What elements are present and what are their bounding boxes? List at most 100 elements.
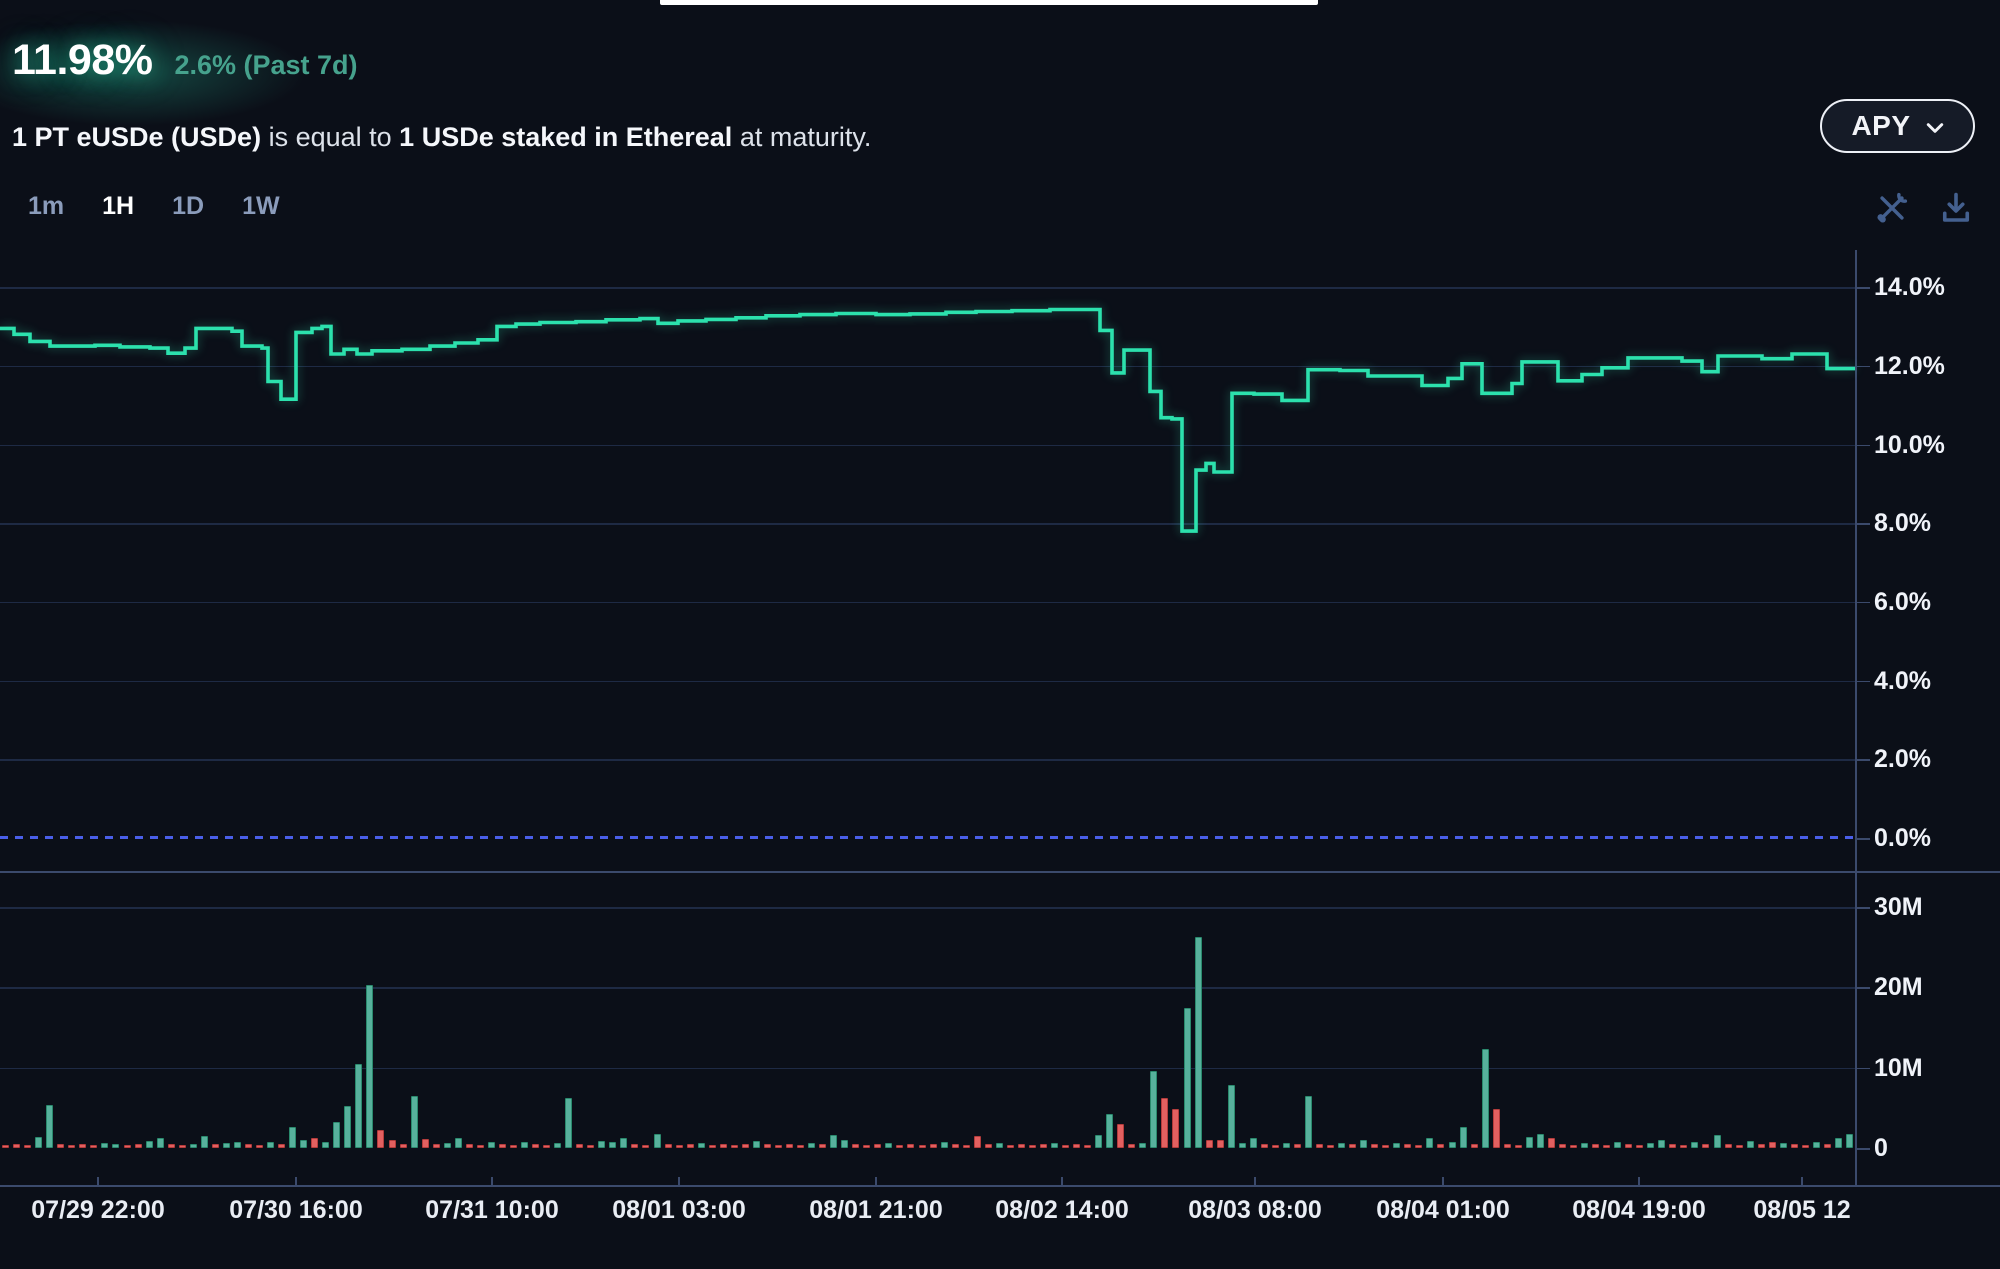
volume-bar (178, 1144, 186, 1148)
volume-bar (222, 1143, 230, 1148)
volume-bar (697, 1143, 705, 1148)
y-axis-label-volume: 0 (1874, 1134, 1888, 1162)
volume-bar (940, 1142, 948, 1148)
volume-bar (1581, 1143, 1588, 1148)
volume-bar (1746, 1140, 1754, 1148)
volume-bar (1812, 1142, 1820, 1148)
volume-bar (1404, 1144, 1412, 1148)
volume-bar (1503, 1144, 1511, 1148)
range-button-1w[interactable]: 1W (240, 190, 282, 223)
volume-bar (1757, 1144, 1765, 1148)
volume-bar (918, 1144, 926, 1148)
time-range-selector: 1m 1H 1D 1W (26, 190, 282, 223)
y-axis-tick (1855, 523, 1870, 525)
range-button-1d[interactable]: 1D (170, 190, 206, 223)
panel-separator-line (0, 871, 2000, 873)
volume-bar (852, 1144, 860, 1148)
volume-bar (984, 1144, 992, 1148)
chart-plot-area[interactable] (0, 250, 1855, 1186)
x-axis-label: 08/04 01:00 (1376, 1196, 1510, 1224)
volume-bar (388, 1140, 396, 1148)
volume-bar (995, 1143, 1003, 1148)
maturity-description-part: at maturity. (732, 122, 872, 152)
download-icon[interactable] (1938, 188, 1978, 228)
volume-bar (1448, 1142, 1456, 1148)
volume-bar (410, 1095, 418, 1148)
volume-bar (1691, 1142, 1699, 1148)
volume-bar (1426, 1138, 1434, 1148)
volume-bar (46, 1105, 54, 1148)
volume-bar (741, 1144, 749, 1148)
range-button-1m[interactable]: 1m (26, 190, 66, 223)
volume-bar (1205, 1140, 1213, 1148)
volume-bar (1470, 1144, 1478, 1148)
metric-dropdown-button[interactable]: APY (1820, 99, 1975, 153)
volume-bar (1316, 1144, 1323, 1148)
volume-bar (675, 1144, 683, 1148)
volume-bar (112, 1144, 120, 1148)
gridline-apy-8 (0, 523, 1855, 525)
volume-bar (774, 1144, 782, 1148)
apy-change-badge: 2.6% (Past 7d) (174, 50, 358, 80)
volume-bar (554, 1143, 562, 1148)
volume-bar (167, 1144, 175, 1148)
volume-bar (123, 1144, 131, 1148)
gridline-apy-10 (0, 444, 1855, 446)
volume-bar (1227, 1085, 1235, 1148)
y-axis-tick (1855, 759, 1870, 761)
volume-bar (487, 1142, 495, 1148)
volume-bar (1658, 1140, 1666, 1148)
x-axis-label: 08/04 19:00 (1572, 1196, 1706, 1224)
volume-bar (1525, 1136, 1533, 1148)
volume-bar (1514, 1144, 1522, 1148)
volume-bar (786, 1144, 793, 1148)
volume-bar (1128, 1144, 1136, 1148)
volume-bar (1051, 1143, 1058, 1148)
download-icon-glyph (1942, 192, 1970, 222)
volume-bar (1282, 1143, 1290, 1148)
volume-bar (1492, 1108, 1500, 1148)
gridline-apy-2 (0, 759, 1855, 761)
volume-bar (830, 1135, 838, 1148)
volume-bar (256, 1144, 263, 1148)
volume-bar (1371, 1144, 1379, 1148)
volume-bar (1349, 1144, 1357, 1148)
volume-bar (278, 1144, 285, 1148)
x-axis-tick (1801, 1177, 1803, 1186)
volume-bar (929, 1144, 937, 1148)
volume-bar (189, 1144, 197, 1148)
volume-bar (686, 1144, 694, 1148)
volume-bar (1260, 1144, 1268, 1148)
volume-bar (344, 1106, 352, 1148)
volume-bar (1536, 1134, 1544, 1148)
volume-bar (101, 1143, 109, 1148)
volume-bar (1249, 1138, 1257, 1148)
range-button-1h[interactable]: 1H (100, 190, 136, 223)
chart-tools-icon[interactable] (1874, 188, 1914, 228)
volume-bar (1823, 1144, 1831, 1148)
y-axis-tick (1855, 1067, 1870, 1070)
x-axis-tick (875, 1177, 877, 1186)
volume-bar (311, 1138, 319, 1148)
y-axis-tick (1855, 1148, 1870, 1150)
volume-bar (244, 1144, 252, 1148)
volume-bar (1095, 1135, 1103, 1148)
volume-bar (498, 1144, 506, 1148)
x-axis-tick (97, 1177, 99, 1186)
volume-bar (1039, 1144, 1047, 1148)
metric-dropdown-label: APY (1851, 110, 1911, 141)
volume-bar (267, 1142, 274, 1148)
volume-bar (24, 1144, 32, 1148)
y-axis-label-apy: 12.0% (1874, 351, 1945, 380)
volume-bar (1702, 1144, 1710, 1148)
volume-bar (1834, 1138, 1842, 1148)
volume-bar (1293, 1144, 1301, 1148)
volume-bar (1150, 1070, 1158, 1148)
volume-bar (1183, 1007, 1191, 1148)
volume-bar (1625, 1144, 1633, 1148)
volume-bar (509, 1144, 517, 1148)
volume-bar (421, 1139, 429, 1148)
x-axis-line (0, 1185, 2000, 1187)
volume-bar (708, 1144, 716, 1148)
volume-bar (1073, 1144, 1080, 1148)
